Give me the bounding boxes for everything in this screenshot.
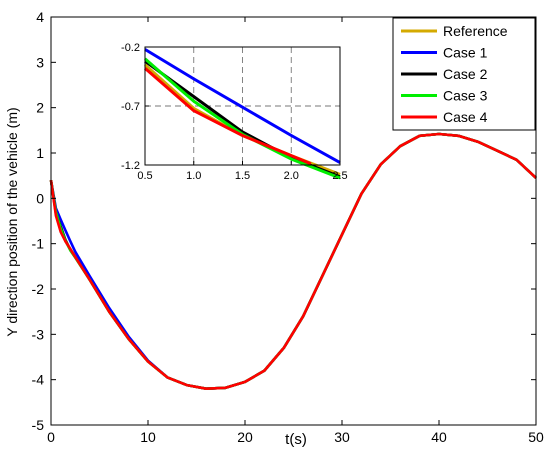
inset-axis-ticks: 0.5 1.0 1.5 2.0 2.5 -1.2 -0.7 -0.2 — [121, 42, 348, 182]
legend-items: Reference Case 1 Case 2 Case 3 Case 4 — [401, 23, 508, 125]
inset-y-tick-label: -0.2 — [121, 42, 140, 54]
y-tick-label: -1 — [32, 236, 45, 252]
y-tick-label: 0 — [36, 190, 44, 206]
legend-label-case-4: Case 4 — [443, 109, 488, 125]
x-tick-label: 40 — [431, 429, 447, 445]
main-plot-frame — [50, 16, 537, 426]
inset-x-tick-label: 0.5 — [137, 170, 152, 182]
inset-y-tick-label: -1.2 — [121, 160, 140, 172]
y-tick-label: -2 — [32, 281, 45, 297]
legend-label-case-3: Case 3 — [443, 88, 488, 104]
inset-plot: 0.5 1.0 1.5 2.0 2.5 -1.2 -0.7 -0.2 — [121, 42, 348, 182]
inset-series-line-case-1 — [144, 48, 341, 164]
x-tick-label: 20 — [237, 429, 253, 445]
y-tick-label: -4 — [32, 372, 45, 388]
x-tick-label: 30 — [334, 429, 350, 445]
x-axis-label: t(s) — [285, 431, 307, 448]
y-tick-label: -5 — [32, 417, 45, 433]
main-plot-lines — [49, 132, 537, 391]
legend-label-case-2: Case 2 — [443, 66, 488, 82]
y-tick-label: 1 — [36, 145, 44, 161]
inset-x-tick-label: 1.0 — [186, 170, 201, 182]
series-line-case-4 — [49, 132, 537, 391]
legend: Reference Case 1 Case 2 Case 3 Case 4 — [392, 17, 536, 131]
y-tick-label: 3 — [36, 54, 44, 70]
y-tick-label: -3 — [32, 326, 45, 342]
inset-y-tick-label: -0.7 — [121, 101, 140, 113]
inset-x-tick-label: 2.0 — [284, 170, 299, 182]
main-axis-ticks: 0 10 20 30 40 50 -5 -4 -3 -2 -1 0 1 2 3 4 — [32, 9, 544, 445]
y-tick-label: 4 — [36, 9, 44, 25]
x-tick-label: 0 — [47, 429, 55, 445]
x-tick-label: 10 — [140, 429, 156, 445]
y-axis-label: Y direction position of the vehicle (m) — [4, 107, 20, 336]
inset-x-tick-label: 1.5 — [235, 170, 250, 182]
legend-label-reference: Reference — [443, 23, 508, 39]
legend-label-case-1: Case 1 — [443, 45, 488, 61]
inset-grid — [145, 47, 340, 165]
inset-x-tick-label: 2.5 — [332, 170, 347, 182]
inset-series-line-case-4 — [144, 67, 312, 166]
inset-plot-lines — [143, 48, 341, 180]
x-tick-label: 50 — [528, 429, 544, 445]
y-tick-label: 2 — [36, 100, 44, 116]
